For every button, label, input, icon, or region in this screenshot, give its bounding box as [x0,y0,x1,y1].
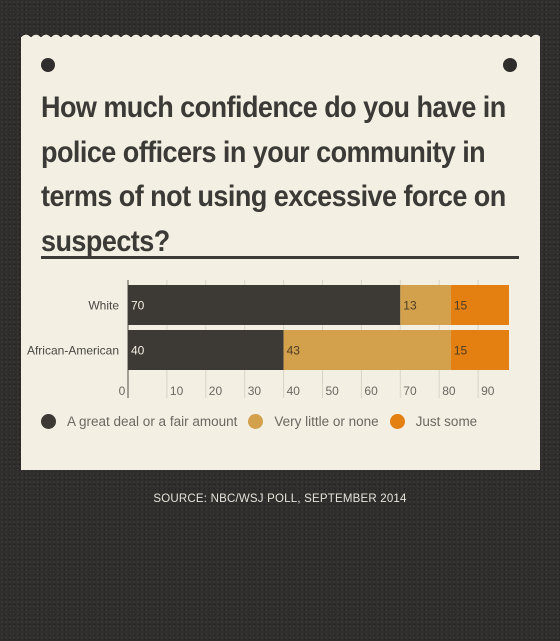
bar-1-2 [450,330,509,370]
data-label-1-0: 40 [131,344,145,358]
legend-label-very-little: Very little or none [274,413,379,429]
data-label-0-0: 70 [131,299,145,313]
x-tick-label-80: 80 [442,384,456,398]
x-tick-label-60: 60 [364,384,378,398]
data-label-0-1: 13 [403,299,417,313]
card-scalloped-edge [21,30,540,40]
chart-legend: A great deal or a fair amount Very littl… [41,411,488,431]
source-note: SOURCE: NBC/WSJ POLL, SEPTEMBER 2014 [153,493,407,505]
legend-item-very-little: Very little or none [248,413,379,429]
chart-card [21,37,540,470]
x-tick-label-50: 50 [326,384,340,398]
legend-swatch-just-some [389,413,405,429]
data-label-1-2: 15 [454,344,468,358]
bar-0-2 [450,285,509,325]
legend-item-just-some: Just some [389,413,478,429]
x-tick-label-20: 20 [209,384,223,398]
bar-1-0 [128,330,284,370]
pin-hole-left [41,58,55,72]
bar-0-1 [400,285,451,325]
x-tick-label-0: 0 [119,384,126,398]
bar-1-1 [283,330,451,370]
title-divider [41,256,519,259]
chart-title: How much confidence do you have in polic… [41,91,506,258]
x-tick-label-70: 70 [403,384,417,398]
legend-item-great-deal: A great deal or a fair amount [41,413,238,429]
pin-hole-right [503,58,517,72]
bar-0-0 [128,285,401,325]
category-label-1: African-American [27,344,119,358]
x-tick-label-10: 10 [170,384,184,398]
legend-label-great-deal: A great deal or a fair amount [67,413,238,429]
legend-label-just-some: Just some [415,413,478,429]
data-label-0-2: 15 [454,299,468,313]
x-tick-label-40: 40 [287,384,301,398]
x-tick-label-90: 90 [481,384,495,398]
data-label-1-1: 43 [287,344,301,358]
legend-swatch-very-little [248,413,264,429]
category-label-0: White [88,299,119,313]
x-tick-label-30: 30 [248,384,262,398]
legend-swatch-great-deal [41,413,56,429]
